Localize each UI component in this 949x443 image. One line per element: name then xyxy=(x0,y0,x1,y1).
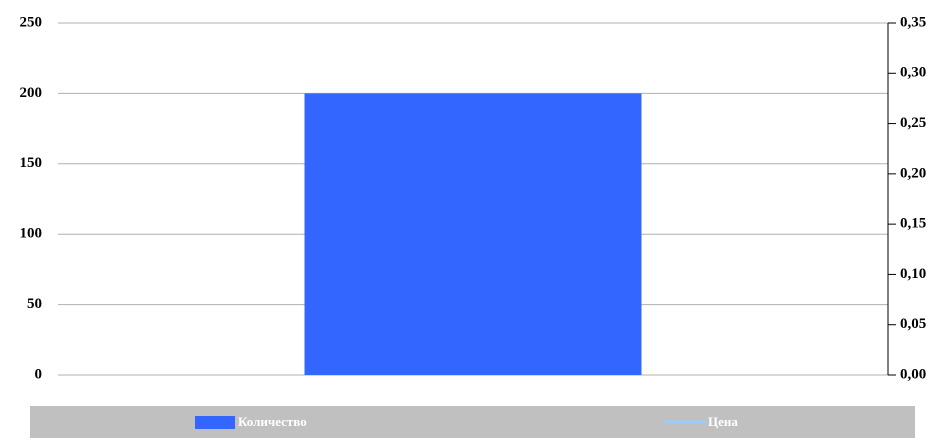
y2-tick-label: 0,15 xyxy=(900,216,926,232)
y2-tick-label: 0,30 xyxy=(900,65,926,81)
y2-tick-label: 0,10 xyxy=(900,266,926,282)
y2-tick-label: 0,05 xyxy=(900,316,926,332)
y-tick-label: 0 xyxy=(35,366,43,382)
y2-tick-label: 0,25 xyxy=(900,115,926,131)
y-tick-label: 200 xyxy=(20,85,43,101)
bar xyxy=(304,93,642,376)
y2-tick-label: 0,00 xyxy=(900,366,926,382)
legend-swatch xyxy=(195,416,235,429)
y-tick-label: 100 xyxy=(20,226,43,242)
legend-label: Цена xyxy=(708,414,738,429)
legend-background xyxy=(30,406,915,438)
y2-tick-label: 0,20 xyxy=(900,165,926,181)
y-tick-label: 250 xyxy=(20,14,43,30)
y-tick-label: 50 xyxy=(27,296,42,312)
y2-tick-label: 0,35 xyxy=(900,14,926,30)
legend-label: Количество xyxy=(238,414,307,429)
y-tick-label: 150 xyxy=(20,155,43,171)
